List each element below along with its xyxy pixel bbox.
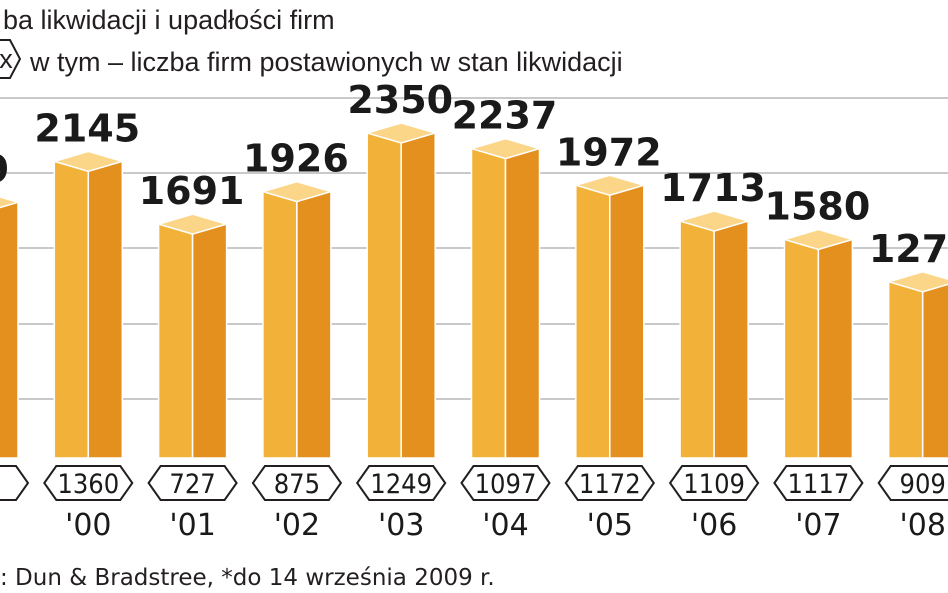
bar-value-label: 1274	[869, 227, 948, 271]
year-label: '06	[691, 508, 737, 543]
hex-value-label: 1097	[475, 469, 537, 500]
subset-hex-1: 1360	[43, 465, 134, 501]
subset-hex-7: 1109	[668, 465, 760, 501]
bar-face-side	[817, 238, 854, 459]
hex-value-label: 1117	[787, 469, 849, 500]
subset-hex-8: 1117	[773, 465, 864, 501]
bar-7	[677, 210, 751, 459]
hex-value-label: 1249	[370, 469, 432, 500]
hex-shape	[251, 465, 343, 501]
subset-hex-labels: 1 1360 727 875 1249 1097 1172 1109 1117 909	[0, 465, 948, 501]
bar-0	[0, 196, 21, 459]
bar-face-side	[296, 190, 332, 459]
bar-value-label: 1691	[139, 169, 245, 213]
hex-shape	[147, 465, 238, 501]
subset-hex-4: 1249	[355, 465, 447, 501]
hex-shape	[355, 465, 447, 501]
hex-value-label: 1360	[57, 469, 119, 500]
bar-top	[51, 150, 125, 173]
chart-title: ba likwidacji i upadłości firm	[3, 5, 335, 35]
bar-6	[573, 174, 647, 459]
hex-shape	[460, 465, 551, 501]
bar-face-front	[157, 223, 194, 459]
bar-top	[155, 213, 230, 235]
bar-face-side	[609, 184, 645, 459]
legend-hex-symbol: x	[0, 44, 13, 74]
year-label: '05	[587, 508, 633, 543]
year-label: '00	[65, 508, 111, 543]
subset-hex-6: 1172	[564, 465, 656, 501]
hex-shape	[564, 465, 656, 501]
bar-top	[573, 174, 647, 197]
bar-top	[260, 180, 334, 203]
bar-face-side	[191, 223, 228, 459]
subset-hex-0: 1	[0, 465, 30, 501]
bar-face-front	[887, 281, 924, 459]
bar-face-front	[575, 184, 611, 459]
bar-face-side	[0, 201, 19, 459]
bar-face-side	[713, 220, 749, 459]
hex-value-label: 1172	[579, 469, 641, 500]
bar-top	[0, 196, 21, 209]
bar-value-label: 2350	[347, 78, 453, 122]
subset-hex-3: 875	[251, 465, 343, 501]
bar-face-front	[366, 132, 402, 459]
hex-value-label: 727	[169, 469, 215, 500]
bar-3	[260, 180, 334, 459]
bar-face-front	[262, 190, 298, 459]
bar-face-side	[921, 281, 948, 459]
hex-value-label: 909	[900, 469, 946, 500]
bar-value-label: 49	[0, 147, 9, 191]
bar-5	[468, 137, 543, 459]
bar-8	[781, 228, 856, 459]
year-label: '03	[378, 508, 424, 543]
legend-subset-label: w tym – liczba firm postawionych w stan …	[29, 47, 623, 77]
subset-hex-2: 727	[147, 465, 238, 501]
bar-face-front	[53, 160, 90, 459]
hex-shape	[0, 465, 30, 501]
legend-hex-icon: x	[0, 39, 22, 79]
bar-value-label: 2237	[452, 94, 558, 138]
year-label: '04	[482, 508, 528, 543]
bar-top	[468, 137, 543, 160]
hex-shape	[773, 465, 864, 501]
bar-1	[51, 150, 125, 459]
bar-value-label: 1972	[556, 130, 662, 174]
bar-value-label: 1580	[765, 184, 871, 228]
year-label: '02	[274, 508, 320, 543]
bar-9	[886, 271, 948, 459]
year-labels: '00 '01 '02 '03 '04 '05 '06 '07 '08	[65, 508, 946, 543]
bar-face-side	[400, 132, 436, 459]
year-label: '01	[169, 508, 215, 543]
source-note: : Dun & Bradstree, *do 14 września 2009 …	[0, 565, 495, 591]
hex-shape	[877, 465, 948, 501]
subset-hex-5: 1097	[460, 465, 551, 501]
bar-face-side	[87, 160, 124, 459]
hex-value-label: 1109	[683, 469, 745, 500]
bar-4	[364, 122, 438, 459]
bar-value-label: 2145	[34, 106, 140, 150]
bar-face-front	[679, 220, 715, 459]
bar-face-front	[470, 147, 507, 459]
bar-top	[886, 271, 948, 293]
subset-hex-9: 909	[877, 465, 948, 501]
hex-shape	[668, 465, 760, 501]
bar-2	[155, 213, 230, 459]
bar-top	[364, 122, 438, 144]
year-label: '07	[795, 508, 841, 543]
bar-value-label: 1926	[243, 137, 349, 181]
bar-face-side	[504, 147, 541, 459]
bar-value-label: 1713	[660, 166, 766, 210]
bar-top	[677, 210, 751, 232]
hex-shape	[43, 465, 134, 501]
year-label: '08	[899, 508, 945, 543]
hex-value-label: 875	[274, 469, 320, 500]
bar-top	[781, 228, 856, 251]
bar-face-front	[783, 238, 820, 459]
